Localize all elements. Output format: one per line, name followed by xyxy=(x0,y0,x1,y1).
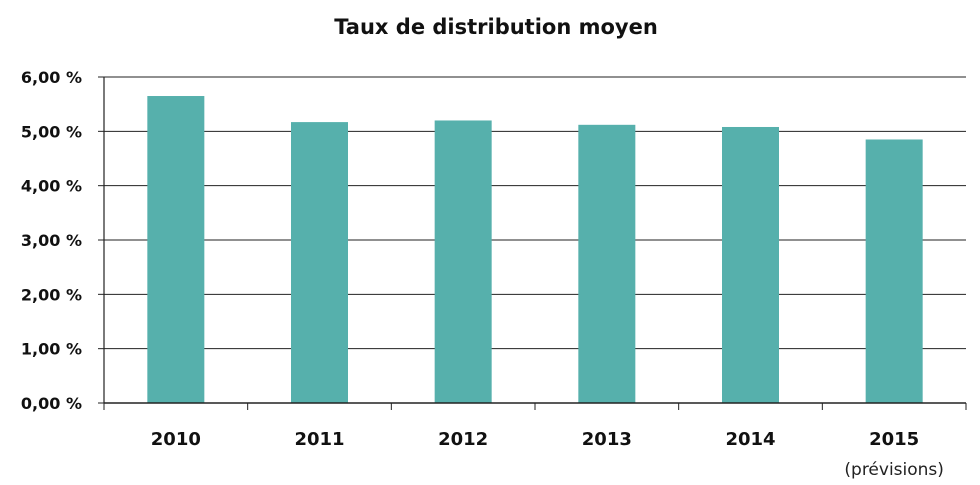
gridlines xyxy=(98,76,966,404)
bar-2012 xyxy=(434,120,492,403)
y-tick-label: 5,00 % xyxy=(21,122,82,141)
y-axis-labels: 0,00 % 1,00 % 2,00 % 3,00 % 4,00 % 5,00 % 6,00… xyxy=(21,68,82,413)
y-tick-label: 1,00 % xyxy=(21,340,82,359)
bar-2015 xyxy=(865,139,923,403)
bar-2013 xyxy=(578,124,636,404)
x-tick-note: (prévisions) xyxy=(844,460,944,480)
bars xyxy=(147,96,923,404)
x-tick-label: 2011 xyxy=(294,429,344,450)
bar-2011 xyxy=(291,122,348,403)
chart-title: Taux de distribution moyen xyxy=(334,15,658,39)
x-tick-label: 2014 xyxy=(725,429,775,450)
bar-2010 xyxy=(147,96,205,404)
x-axis-labels: 2010 2011 2012 2013 2014 2015 (prévisions) xyxy=(151,429,944,480)
x-tick-label: 2015 xyxy=(869,429,919,450)
axes xyxy=(103,77,967,410)
y-tick-label: 0,00 % xyxy=(21,394,82,413)
x-tick-label: 2010 xyxy=(151,429,201,450)
y-tick-label: 3,00 % xyxy=(21,231,82,250)
x-tick-label: 2012 xyxy=(438,429,488,450)
y-tick-label: 4,00 % xyxy=(21,177,82,196)
bar-2014 xyxy=(722,126,779,403)
y-tick-label: 2,00 % xyxy=(21,285,82,304)
x-tick-label: 2013 xyxy=(582,429,632,450)
y-tick-label: 6,00 % xyxy=(21,68,82,87)
